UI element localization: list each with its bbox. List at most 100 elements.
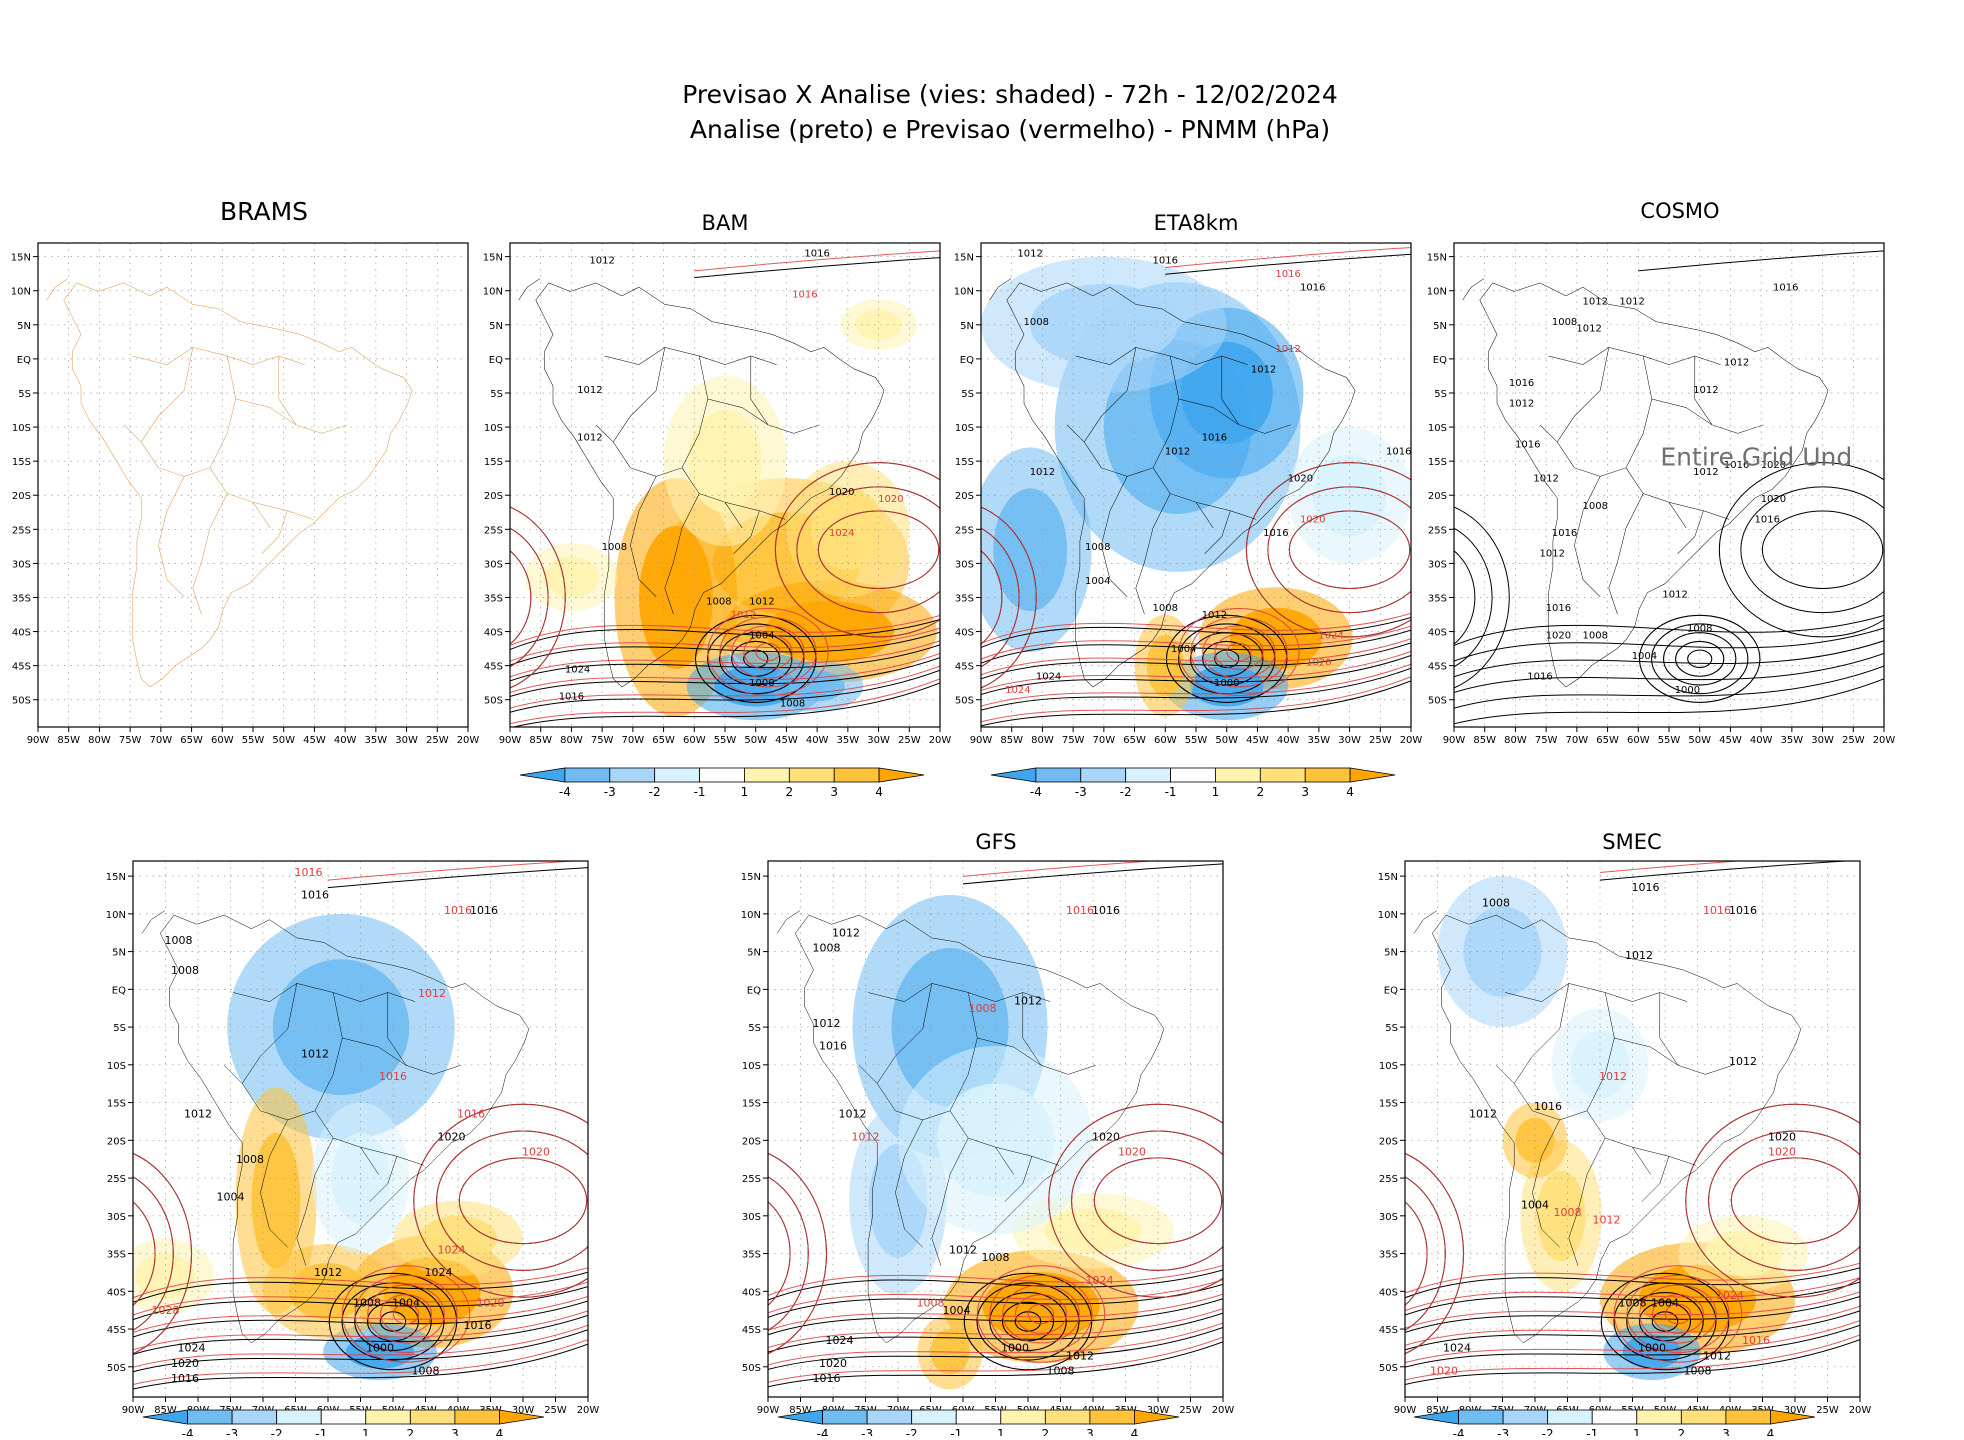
latitude-tick-label: 40S — [1428, 628, 1447, 639]
colorbar-label: -3 — [226, 1427, 238, 1436]
contour-label: 1024 — [1086, 1274, 1114, 1287]
latitude-tick-label: EQ — [960, 355, 974, 366]
latitude-tick-label: 15S — [12, 457, 31, 468]
latitude-tick-label: EQ — [1384, 985, 1398, 996]
colorbar-label: -1 — [1165, 785, 1177, 799]
contour-label: 1016 — [464, 1319, 492, 1332]
longitude-labels: 90W 85W 80W 75W 70W 65W 60W 55W 50W 45W 40W 35W 30W 2… — [970, 727, 1422, 746]
latitude-tick-label: 45S — [12, 662, 31, 673]
colorbar-label: 3 — [451, 1427, 459, 1436]
colorbar: -4 -3 -2 -1 1 2 3 4 — [519, 767, 925, 799]
longitude-tick-label: 80W — [88, 735, 111, 746]
latitude-tick-label: 5N — [1384, 948, 1398, 959]
colorbar-swatch — [1259, 767, 1306, 783]
longitude-tick-label: 20W — [577, 1405, 600, 1416]
contour-label: 1000 — [1675, 685, 1700, 696]
longitude-tick-label: 75W — [1535, 735, 1558, 746]
latitude-tick-label: 30S — [1379, 1212, 1398, 1223]
bias-shade — [251, 1132, 301, 1269]
latitude-tick-label: 5N — [747, 948, 761, 959]
contour-label: 1008 — [1619, 1296, 1647, 1309]
contour-label: 1020 — [1300, 514, 1325, 525]
contour-label: 1012 — [577, 385, 602, 396]
colorbar-swatch — [866, 1409, 913, 1425]
colorbar-label: 3 — [1301, 785, 1309, 799]
colorbar-swatch — [788, 767, 835, 783]
longitude-tick-label: 80W — [1031, 735, 1054, 746]
contour-label: 1012 — [314, 1266, 342, 1279]
contour-label: 1020 — [1761, 460, 1786, 471]
contour-label: 1004 — [1521, 1198, 1549, 1211]
colorbar-swatch — [1089, 1409, 1135, 1425]
latitude-tick-label: 10S — [955, 423, 974, 434]
latitude-tick-label: 30S — [955, 559, 974, 570]
longitude-tick-label: 25W — [544, 1405, 567, 1416]
contour-label: 1012 — [1509, 399, 1534, 410]
colorbar-swatch — [564, 767, 611, 783]
contour-label: 1012 — [1593, 1213, 1621, 1226]
contour-labels: 1016101610161008101210121012101210161020… — [1430, 881, 1796, 1377]
longitude-tick-label: 70W — [150, 735, 173, 746]
longitude-tick-label: 45W — [303, 735, 326, 746]
contour-label: 1016 — [1263, 528, 1288, 539]
contour-label: 1012 — [1625, 949, 1653, 962]
longitude-tick-label: 45W — [775, 735, 798, 746]
latitude-tick-label: 50S — [1379, 1363, 1398, 1374]
colorbar-label: 2 — [786, 785, 794, 799]
contour-labels: 1016101610121008100810121012101610121012… — [813, 904, 1147, 1385]
contour-label: 1016 — [1509, 378, 1534, 389]
colorbar-swatch — [1680, 1409, 1727, 1425]
colorbar-swatch — [499, 1409, 545, 1425]
contour-label: 1012 — [1540, 549, 1565, 560]
latitude-labels: 15N 10N 5N EQ 5S 10S 15S 20S 25S 30S 35S 40S 45S 50S — [106, 872, 133, 1374]
contour-label: 1016 — [1724, 460, 1749, 471]
longitude-tick-label: 60W — [683, 735, 706, 746]
longitude-tick-label: 85W — [1000, 735, 1023, 746]
colorbar-label: 4 — [496, 1427, 504, 1436]
colorbar-label: -3 — [604, 785, 616, 799]
contour-label: 1004 — [1171, 644, 1196, 655]
contour-label: 1020 — [1761, 494, 1786, 505]
colorbar-label: 1 — [362, 1427, 370, 1436]
colorbar-swatch — [744, 767, 790, 783]
latitude-tick-label: 10N — [1427, 287, 1447, 298]
contour-label: 1020 — [819, 1357, 847, 1370]
colorbar-label: -1 — [315, 1427, 327, 1436]
colorbars-container: -4 -3 -2 -1 1 2 3 4 -4 -3 -2 -1 1 2 3 4 -4 -3 -2 -1 1 2 3 4 -4 -3… — [142, 767, 1816, 1440]
latitude-tick-label: 45S — [1428, 662, 1447, 673]
latitude-tick-label: 40S — [1379, 1287, 1398, 1298]
colorbar-label: 3 — [1086, 1427, 1094, 1436]
contour-label: 1016 — [1527, 671, 1552, 682]
contour-label: 1016 — [1275, 269, 1300, 280]
contour-label: 1008 — [1552, 317, 1577, 328]
panel-title-eta8km: ETA8km — [1154, 211, 1239, 235]
contour-label: 1024 — [1318, 630, 1343, 641]
latitude-tick-label: 45S — [742, 1325, 761, 1336]
longitude-tick-label: 85W — [154, 1405, 177, 1416]
contour-label: 1016 — [1386, 446, 1411, 457]
longitude-tick-label: 25W — [426, 735, 449, 746]
latitude-tick-label: 40S — [12, 628, 31, 639]
latitude-tick-label: 10N — [483, 287, 503, 298]
latitude-tick-label: 15S — [107, 1099, 126, 1110]
longitude-tick-label: 60W — [1627, 735, 1650, 746]
contour-label: 1016 — [1632, 881, 1660, 894]
contour-label: 1012 — [1576, 324, 1601, 335]
longitude-labels: 90W 85W 80W 75W 70W 65W 60W 55W 50W 45W 40W 35W 30W 2… — [499, 727, 952, 746]
colorbar-swatch — [1125, 767, 1171, 783]
longitude-tick-label: 25W — [898, 735, 921, 746]
colorbar-swatch — [833, 767, 880, 783]
latitude-labels: 15N 10N 5N EQ 5S 10S 15S 20S 25S 30S 35S 40S 45S 50S — [11, 253, 38, 707]
contour-label: 1000 — [1638, 1342, 1666, 1355]
contour-label: 1016 — [1202, 433, 1227, 444]
contour-label: 1020 — [878, 494, 903, 505]
latitude-tick-label: 50S — [12, 696, 31, 707]
contour-label: 1008 — [412, 1364, 440, 1377]
colorbar: -4 -3 -2 -1 1 2 3 4 — [777, 1409, 1180, 1440]
colorbar-swatch — [1304, 767, 1351, 783]
panel-brams: 15N 10N 5N EQ 5S 10S 15S 20S 25S 30S 35S 40S 45S 50S 9… — [11, 242, 479, 746]
longitude-tick-label: 20W — [929, 735, 952, 746]
bias-shade — [1312, 454, 1387, 537]
contour-label: 1024 — [438, 1244, 466, 1257]
colorbar-swatch — [1000, 1409, 1046, 1425]
